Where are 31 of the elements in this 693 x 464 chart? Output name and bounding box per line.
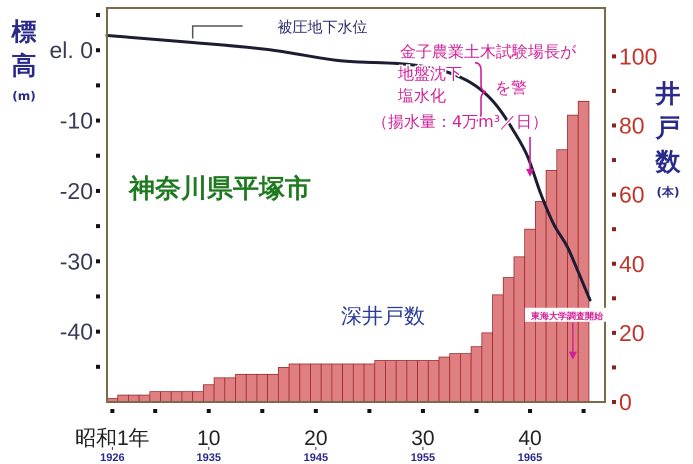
y-tick-label: el. 0 <box>50 37 93 64</box>
x-tick-label: 20 <box>304 427 328 450</box>
x-tick-label: 30 <box>411 427 435 450</box>
y2-tick-label: 20 <box>619 320 645 346</box>
annotation: 塩水化 <box>397 86 446 105</box>
x2-tick-label: 1926 <box>100 452 125 464</box>
series-label: 被圧地下水位 <box>278 18 368 36</box>
y2-tick-label: 100 <box>619 43 658 70</box>
y-tick-label: -30 <box>60 248 93 274</box>
y-tick-label: -20 <box>60 178 93 204</box>
x-tick-label: 10 <box>197 427 220 450</box>
y-tick-label: -10 <box>60 108 93 134</box>
y2-tick-label: 40 <box>619 250 645 277</box>
x2-tick-label: 1955 <box>410 452 436 464</box>
text: 神奈川県平塚市 <box>127 174 311 204</box>
annotation: 金子農業土木試験場長が <box>400 42 578 61</box>
annotation: 東海大学調査開始 <box>530 310 604 322</box>
x-tick-label: 昭和1年 <box>75 427 150 450</box>
y2-axis-title: 井戸数(本) <box>654 79 682 199</box>
y2-tick-label: 80 <box>619 112 645 139</box>
annotation: を警 <box>495 78 528 97</box>
series-label: 深井戸数 <box>341 304 426 328</box>
line-series <box>106 34 592 302</box>
y-axis-title: 標高(m) <box>10 17 36 103</box>
y2-tick-label: 60 <box>619 182 645 208</box>
x2-tick-label: 1965 <box>518 452 542 464</box>
x2-tick-label: 1935 <box>196 452 221 464</box>
x2-tick-label: 1945 <box>304 452 328 464</box>
x-tick-label: 40 <box>518 427 542 450</box>
y2-tick-label: 0 <box>619 389 632 415</box>
y-tick-label: -40 <box>60 318 93 345</box>
